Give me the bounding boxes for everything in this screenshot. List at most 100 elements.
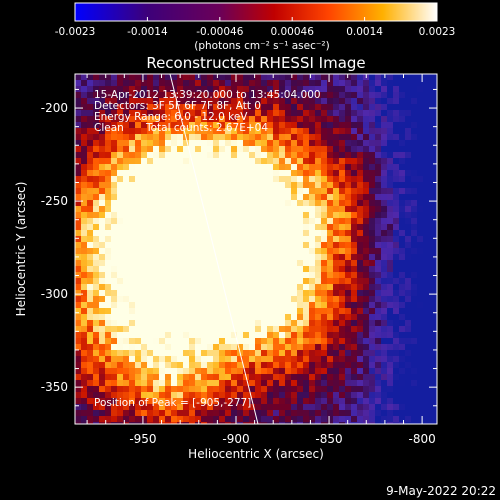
image-pixel	[189, 374, 196, 381]
image-pixel	[243, 188, 250, 195]
image-pixel	[207, 98, 214, 105]
image-pixel	[417, 416, 424, 423]
image-pixel	[357, 86, 364, 93]
image-pixel	[189, 212, 196, 219]
image-pixel	[123, 134, 130, 141]
image-pixel	[153, 308, 160, 315]
image-pixel	[105, 140, 112, 147]
image-pixel	[423, 284, 430, 291]
image-pixel	[399, 128, 406, 135]
image-pixel	[189, 254, 196, 261]
image-pixel	[363, 332, 370, 339]
image-pixel	[237, 290, 244, 297]
image-pixel	[243, 260, 250, 267]
image-pixel	[87, 416, 94, 423]
image-pixel	[207, 194, 214, 201]
image-pixel	[141, 284, 148, 291]
image-pixel	[279, 110, 286, 117]
image-pixel	[99, 146, 106, 153]
image-pixel	[213, 194, 220, 201]
image-pixel	[333, 164, 340, 171]
overlay-time-range: 15-Apr-2012 13:39:20.000 to 13:45:04.000	[94, 89, 321, 101]
image-pixel	[339, 152, 346, 159]
image-pixel	[309, 398, 316, 405]
image-pixel	[399, 218, 406, 225]
image-pixel	[219, 182, 226, 189]
image-pixel	[411, 332, 418, 339]
image-pixel	[171, 194, 178, 201]
image-pixel	[219, 380, 226, 387]
image-pixel	[135, 188, 142, 195]
image-pixel	[99, 278, 106, 285]
image-pixel	[111, 236, 118, 243]
image-pixel	[75, 410, 82, 417]
image-pixel	[297, 380, 304, 387]
image-pixel	[303, 356, 310, 363]
image-pixel	[195, 296, 202, 303]
image-pixel	[393, 164, 400, 171]
image-pixel	[351, 86, 358, 93]
image-pixel	[375, 296, 382, 303]
image-pixel	[369, 194, 376, 201]
image-pixel	[297, 332, 304, 339]
image-pixel	[87, 362, 94, 369]
image-pixel	[429, 284, 436, 291]
image-pixel	[195, 266, 202, 273]
image-pixel	[387, 230, 394, 237]
image-pixel	[129, 194, 136, 201]
image-pixel	[267, 272, 274, 279]
image-pixel	[345, 344, 352, 351]
image-pixel	[117, 92, 124, 99]
image-pixel	[195, 152, 202, 159]
image-pixel	[291, 398, 298, 405]
image-pixel	[417, 254, 424, 261]
image-pixel	[429, 404, 436, 411]
image-pixel	[423, 206, 430, 213]
image-pixel	[321, 314, 328, 321]
image-pixel	[303, 158, 310, 165]
image-pixel	[333, 386, 340, 393]
image-pixel	[387, 290, 394, 297]
image-pixel	[237, 80, 244, 87]
image-pixel	[417, 386, 424, 393]
image-pixel	[267, 98, 274, 105]
image-pixel	[429, 188, 436, 195]
image-pixel	[405, 314, 412, 321]
image-pixel	[87, 188, 94, 195]
image-pixel	[207, 278, 214, 285]
image-pixel	[225, 134, 232, 141]
image-pixel	[141, 74, 148, 81]
image-pixel	[99, 128, 106, 135]
image-pixel	[117, 362, 124, 369]
image-pixel	[303, 242, 310, 249]
image-pixel	[135, 212, 142, 219]
image-pixel	[171, 128, 178, 135]
image-pixel	[285, 308, 292, 315]
image-pixel	[81, 380, 88, 387]
image-pixel	[267, 170, 274, 177]
image-pixel	[111, 260, 118, 267]
image-pixel	[105, 332, 112, 339]
image-pixel	[183, 92, 190, 99]
image-pixel	[123, 374, 130, 381]
image-pixel	[315, 308, 322, 315]
image-pixel	[273, 92, 280, 99]
image-pixel	[357, 344, 364, 351]
image-pixel	[273, 374, 280, 381]
image-pixel	[111, 326, 118, 333]
image-pixel	[411, 362, 418, 369]
image-pixel	[417, 110, 424, 117]
image-pixel	[303, 206, 310, 213]
image-pixel	[99, 284, 106, 291]
image-pixel	[183, 272, 190, 279]
image-pixel	[405, 146, 412, 153]
image-pixel	[339, 206, 346, 213]
image-pixel	[237, 158, 244, 165]
image-pixel	[327, 74, 334, 81]
image-pixel	[75, 398, 82, 405]
image-pixel	[333, 110, 340, 117]
image-pixel	[135, 344, 142, 351]
image-pixel	[393, 122, 400, 129]
image-pixel	[105, 74, 112, 81]
image-pixel	[81, 92, 88, 99]
